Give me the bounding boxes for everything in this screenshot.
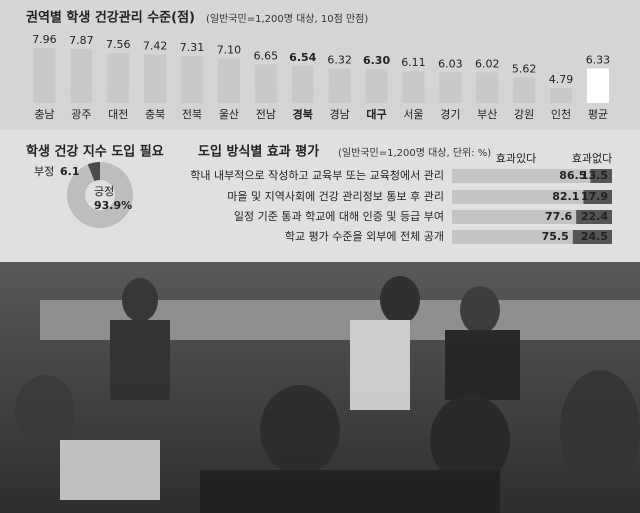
chart-subtitle: (일반국민=1,200명 대상, 단위: %) — [338, 146, 491, 159]
slice-value: 93.9% — [94, 199, 132, 212]
chart-subtitle: (일반국민=1,200명 대상, 10점 만점) — [206, 13, 368, 25]
y-tick-label: 학교 평가 수준을 외부에 전체 공개 — [285, 230, 444, 243]
bar — [365, 68, 388, 103]
slice-label: 긍정 — [94, 185, 114, 198]
bar-segment — [452, 169, 591, 183]
legend-entry: 효과있다 — [496, 152, 536, 165]
bar — [291, 65, 314, 103]
value-label: 6.32 — [327, 54, 352, 67]
value-label: 6.03 — [438, 57, 463, 70]
x-tick-label: 충북 — [145, 108, 165, 121]
x-tick-label: 광주 — [71, 108, 91, 121]
x-tick-label: 충남 — [34, 108, 54, 121]
x-tick-label: 전북 — [182, 108, 202, 121]
x-tick-label: 평균 — [588, 108, 608, 121]
value-label: 6.11 — [401, 56, 426, 69]
value-label: 6.33 — [586, 53, 611, 66]
bar-segment — [590, 169, 612, 183]
bar — [254, 64, 277, 103]
bar — [402, 71, 425, 103]
value-label: 7.96 — [32, 33, 57, 46]
value-label: 7.10 — [217, 44, 242, 57]
x-tick-label: 부산 — [477, 108, 497, 121]
y-tick-label: 일정 기준 통과 학교에 대해 인증 및 등급 부여 — [234, 209, 444, 223]
x-tick-label: 경북 — [293, 107, 313, 121]
chart-title: 도입 방식별 효과 평가 — [198, 144, 319, 160]
chart-title: 학생 건강 지수 도입 필요 — [26, 144, 164, 160]
bar-segment — [452, 210, 577, 224]
bar — [217, 58, 240, 103]
x-tick-label: 인천 — [551, 107, 571, 121]
bar — [144, 54, 167, 103]
x-tick-label: 전남 — [256, 108, 276, 121]
value-label: 7.56 — [106, 38, 131, 51]
bar — [513, 77, 536, 103]
slice-label: 부정 — [34, 165, 54, 178]
value-label: 6.30 — [363, 54, 390, 67]
value-label: 7.42 — [143, 40, 168, 53]
value-label: 13.5 — [581, 169, 608, 182]
value-label: 7.31 — [180, 41, 205, 54]
slice-value: 6.1 — [60, 165, 80, 178]
bar — [586, 68, 609, 103]
bar — [439, 72, 462, 103]
x-tick-label: 서울 — [403, 108, 423, 121]
value-label: 22.4 — [581, 210, 608, 223]
value-label: 82.1 — [552, 190, 579, 203]
value-label: 77.6 — [545, 210, 572, 223]
value-label: 5.62 — [512, 62, 537, 75]
value-label: 24.5 — [581, 230, 608, 243]
y-tick-label: 학내 내부적으로 작성하고 교육부 또는 교육청에서 관리 — [190, 168, 444, 182]
value-label: 6.02 — [475, 57, 500, 70]
bar — [70, 48, 93, 103]
value-label: 7.87 — [69, 34, 94, 47]
bar — [33, 47, 56, 103]
bar — [107, 52, 130, 103]
x-tick-label: 대구 — [366, 107, 386, 121]
bar — [181, 56, 204, 103]
value-label: 86.5 — [559, 169, 586, 182]
bar-segment — [452, 230, 573, 244]
x-tick-label: 경기 — [440, 108, 460, 121]
value-label: 6.65 — [254, 49, 279, 62]
bar — [328, 68, 351, 103]
bar-segment — [452, 190, 584, 204]
x-tick-label: 대전 — [108, 108, 128, 121]
x-tick-label: 강원 — [514, 108, 534, 121]
value-label: 6.54 — [289, 51, 316, 64]
value-label: 17.9 — [581, 190, 608, 203]
photo-shapes — [15, 276, 640, 513]
value-label: 75.5 — [542, 230, 569, 243]
bar-segment — [583, 190, 612, 204]
bar — [476, 72, 499, 103]
pie-slice — [87, 162, 100, 182]
x-tick-label: 경남 — [330, 108, 350, 121]
legend-entry: 효과없다 — [572, 152, 612, 165]
y-tick-label: 마을 및 지역사회에 건강 관리정보 통보 후 관리 — [227, 190, 444, 203]
chart-title: 권역별 학생 건강관리 수준(점) — [26, 10, 195, 26]
x-tick-label: 울산 — [219, 108, 239, 121]
bar-segment — [572, 230, 612, 244]
pie-slice — [66, 162, 133, 228]
bar-segment — [576, 210, 612, 224]
bar — [550, 87, 573, 103]
value-label: 4.79 — [549, 73, 574, 86]
